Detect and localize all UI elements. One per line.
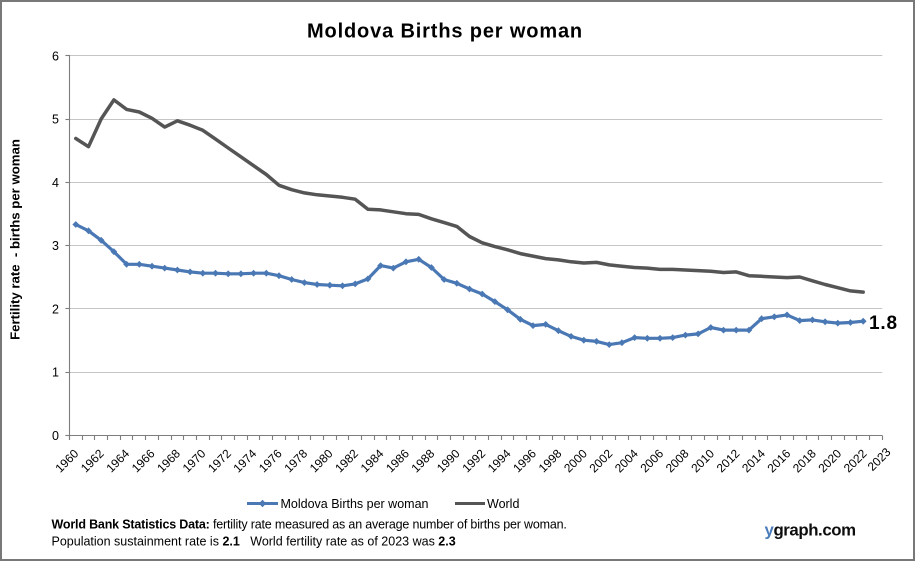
svg-text:Moldova Births per woman: Moldova Births per woman: [281, 497, 429, 511]
svg-text:1.8: 1.8: [869, 313, 898, 334]
svg-text:World: World: [487, 497, 519, 511]
svg-text:1: 1: [52, 366, 59, 380]
svg-text:2: 2: [52, 302, 59, 316]
svg-text:4: 4: [52, 176, 59, 190]
svg-text:World Bank Statistics Data: fe: World Bank Statistics Data: fertility ra…: [52, 518, 567, 532]
svg-text:Fertility rate - births per w: Fertility rate - births per woman: [8, 139, 23, 340]
svg-text:3: 3: [52, 239, 59, 253]
svg-text:Population sustainment rate is: Population sustainment rate is 2.1 World…: [52, 535, 456, 549]
svg-text:5: 5: [52, 113, 59, 127]
svg-text:ygraph.com: ygraph.com: [765, 521, 856, 540]
svg-text:6: 6: [52, 50, 59, 64]
svg-text:0: 0: [52, 429, 59, 443]
svg-text:Moldova Births per woman: Moldova Births per woman: [307, 21, 583, 43]
